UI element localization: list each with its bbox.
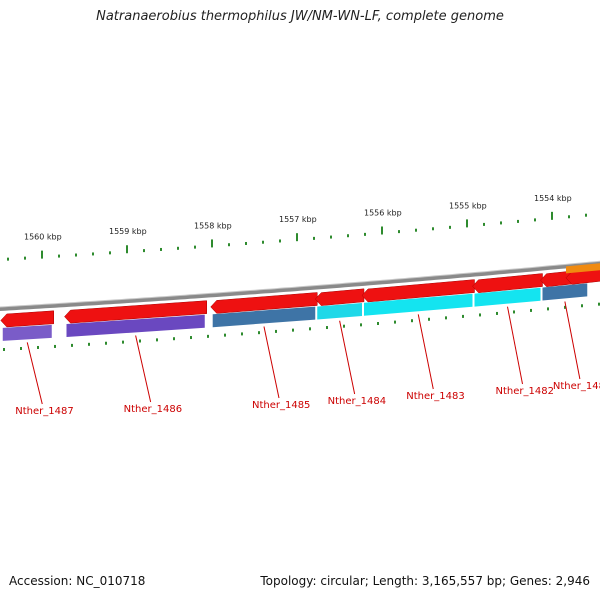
ruler-label: 1560 kbp bbox=[24, 233, 62, 242]
ruler-label: 1557 kbp bbox=[279, 215, 317, 224]
backbone-arc bbox=[0, 261, 600, 312]
gene-track bbox=[2, 263, 600, 351]
gene-bar bbox=[212, 306, 316, 328]
gene-bar bbox=[2, 324, 52, 341]
cds-arrow bbox=[0, 310, 54, 328]
feature-bar bbox=[566, 263, 600, 274]
cds-arrow bbox=[314, 288, 365, 306]
gene-label: Nther_1487 bbox=[15, 406, 73, 417]
gene-label: Nther_1481 bbox=[553, 381, 600, 392]
gene-leader bbox=[263, 326, 280, 399]
ruler-label: 1556 kbp bbox=[364, 209, 402, 218]
gene-bar bbox=[474, 287, 541, 307]
ruler-label: 1554 kbp bbox=[534, 194, 572, 203]
ruler-label: 1559 kbp bbox=[109, 227, 147, 236]
ruler-label: 1555 kbp bbox=[449, 201, 487, 210]
gene-leader bbox=[507, 306, 523, 385]
gene-leader bbox=[564, 301, 581, 380]
gene-label: Nther_1485 bbox=[252, 400, 310, 411]
position-ruler: 1560 kbp 1559 kbp 1558 kbp 1557 kbp 1556 kbp… bbox=[7, 194, 587, 261]
gene-label: Nther_1483 bbox=[406, 391, 464, 402]
cds-arrow bbox=[64, 300, 207, 324]
gene-label: Nther_1484 bbox=[328, 396, 386, 407]
accession-label: Accession: NC_010718 bbox=[9, 574, 146, 588]
cds-track bbox=[0, 268, 600, 328]
gene-leader bbox=[135, 335, 152, 403]
gene-leader bbox=[339, 320, 356, 395]
gene-labels: Nther_1487 Nther_1486 Nther_1485 Nther_1484… bbox=[15, 301, 600, 417]
gene-bar bbox=[364, 293, 473, 316]
gene-bar bbox=[66, 314, 205, 337]
gene-bar bbox=[542, 283, 588, 301]
gene-label: Nther_1486 bbox=[124, 404, 182, 415]
map-title: Natranaerobius thermophilus JW/NM-WN-LF,… bbox=[96, 9, 504, 24]
ruler-label: 1558 kbp bbox=[194, 221, 232, 230]
gene-leader bbox=[26, 342, 43, 405]
gene-bar bbox=[317, 302, 362, 320]
genome-summary: Topology: circular; Length: 3,165,557 bp… bbox=[260, 574, 590, 588]
backbone-highlight bbox=[0, 260, 600, 308]
gene-label: Nther_1482 bbox=[496, 386, 554, 397]
gene-leader bbox=[417, 314, 434, 390]
genome-backbone bbox=[0, 260, 600, 312]
